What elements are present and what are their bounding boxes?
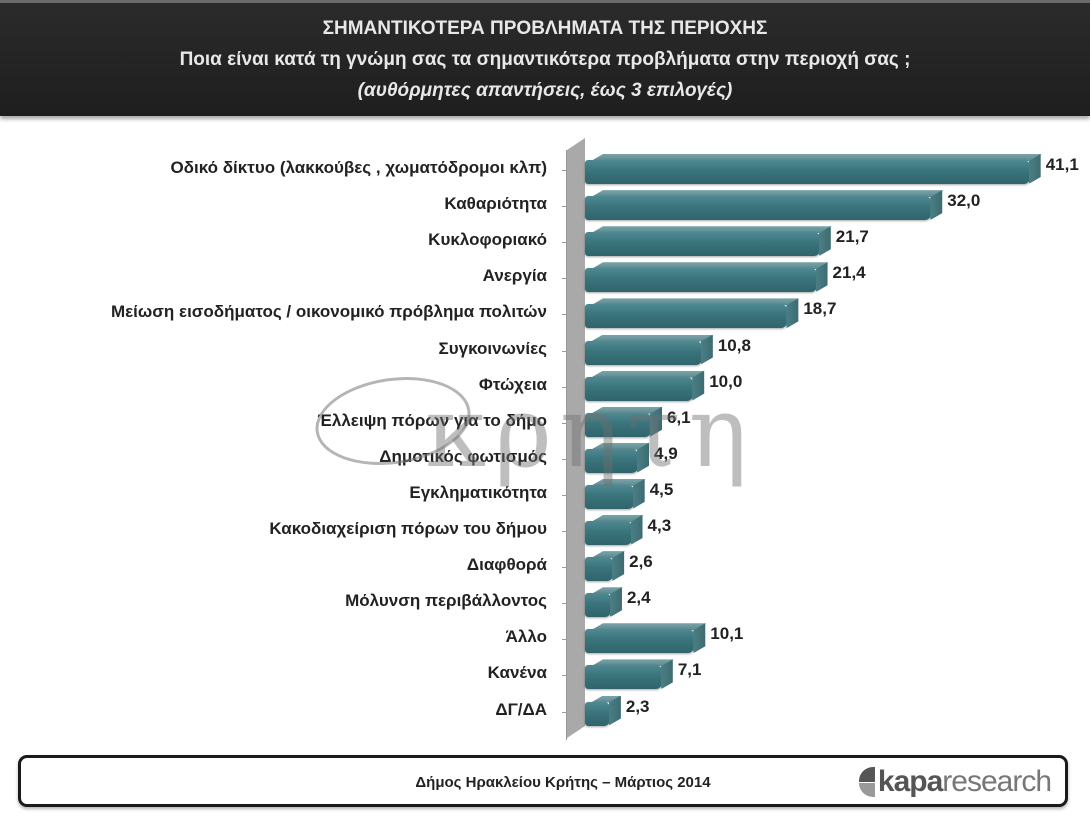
bar-row: Κυκλοφοριακό 21,7 xyxy=(0,224,1090,260)
chart-question: Ποια είναι κατά τη γνώμη σας τα σημαντικ… xyxy=(179,49,911,70)
category-label: Κανένα xyxy=(487,663,547,683)
bar-row: Φτώχεια 10,0 xyxy=(0,369,1090,405)
value-label: 32,0 xyxy=(947,191,981,211)
category-label: Μείωση εισοδήματος / οικονομικό πρόβλημα… xyxy=(110,302,547,322)
axis-tick xyxy=(562,170,567,171)
chart-note: (αυθόρμητες απαντήσεις, έως 3 επιλογές) xyxy=(357,80,733,101)
footer-bar: Δήμος Ηρακλείου Κρήτης – Μάρτιος 2014 ka… xyxy=(18,755,1068,807)
bar-row: Εγκληματικότητα 4,5 xyxy=(0,477,1090,513)
value-label: 41,1 xyxy=(1045,155,1079,174)
category-label: Κυκλοφοριακό xyxy=(428,230,547,250)
axis-tick xyxy=(562,206,567,208)
value-label: 10,1 xyxy=(710,624,744,644)
value-label: 2,4 xyxy=(626,588,651,608)
axis-tick xyxy=(562,278,567,280)
bar-row: ΔΓ/ΔΑ 2,3 xyxy=(0,694,1090,730)
bar xyxy=(585,442,638,473)
kapa-logo-icon xyxy=(858,767,875,797)
value-label: 6,1 xyxy=(667,407,691,427)
logo-bold-text: kapa xyxy=(877,765,943,798)
category-label: Έλλειψη πόρων για το δήμο xyxy=(317,410,547,430)
bar xyxy=(585,623,694,654)
bar xyxy=(585,334,702,365)
axis-tick xyxy=(562,350,567,352)
value-label: 21,7 xyxy=(835,227,869,247)
bar xyxy=(585,370,693,401)
bar-row: Δημοτικός φωτισμός 4,9 xyxy=(0,441,1090,477)
bar xyxy=(585,478,634,509)
bar xyxy=(585,515,632,545)
value-label: 2,6 xyxy=(629,552,653,572)
chart-title: ΣΗΜΑΝΤΙΚΟΤΕΡΑ ΠΡΟΒΛΗΜΑΤΑ ΤΗΣ ΠΕΡΙΟΧΗΣ xyxy=(322,18,768,39)
category-label: ΔΓ/ΔΑ xyxy=(495,699,547,719)
bar-row: Μείωση εισοδήματος / οικονομικό πρόβλημα… xyxy=(0,296,1090,332)
bar-row: Έλλειψη πόρων για το δήμο 6,1 xyxy=(0,405,1090,441)
bar xyxy=(585,695,610,726)
category-label: Καθαριότητα xyxy=(444,194,547,214)
value-label: 10,8 xyxy=(717,335,751,355)
footer-caption: Δήμος Ηρακλείου Κρήτης – Μάρτιος 2014 xyxy=(415,774,711,791)
category-label: Συγκοινωνίες xyxy=(438,338,547,358)
value-label: 7,1 xyxy=(677,660,702,680)
value-label: 10,0 xyxy=(709,371,743,391)
axis-tick xyxy=(562,639,567,641)
category-label: Άλλο xyxy=(505,627,547,647)
axis-tick xyxy=(562,531,567,532)
category-label: Κακοδιαχείριση πόρων του δήμου xyxy=(269,519,547,538)
bar xyxy=(585,659,662,690)
bar-chart: Οδικό δίκτυο (λακκούβες , χωματόδρομοι κ… xyxy=(0,120,1090,750)
axis-tick xyxy=(562,567,567,569)
category-label: Εγκληματικότητα xyxy=(409,482,547,502)
category-label: Διαφθορά xyxy=(466,555,547,575)
axis-tick xyxy=(562,603,567,605)
bar-row: Καθαριότητα 32,0 xyxy=(0,188,1090,224)
value-label: 4,9 xyxy=(654,443,678,463)
value-label: 18,7 xyxy=(803,299,837,319)
bar xyxy=(585,587,611,618)
kapa-research-logo: kapa research xyxy=(858,764,1052,800)
axis-tick xyxy=(562,494,567,496)
bar-row: Κανένα 7,1 xyxy=(0,657,1090,693)
axis-tick xyxy=(562,242,567,244)
value-label: 4,5 xyxy=(649,479,674,499)
axis-tick xyxy=(562,458,567,460)
bar-row: Οδικό δίκτυο (λακκούβες , χωματόδρομοι κ… xyxy=(0,152,1090,188)
bar-row: Διαφθορά 2,6 xyxy=(0,549,1090,585)
axis-wall xyxy=(567,138,585,738)
bar-row: Κακοδιαχείριση πόρων του δήμου 4,3 xyxy=(0,513,1090,549)
bar-row: Ανεργία 21,4 xyxy=(0,260,1090,296)
axis-tick xyxy=(562,386,567,388)
bar-row: Μόλυνση περιβάλλοντος 2,4 xyxy=(0,585,1090,621)
axis-tick xyxy=(562,422,567,424)
bar xyxy=(585,262,817,293)
value-label: 21,4 xyxy=(832,263,866,283)
bar xyxy=(585,298,787,329)
category-label: Ανεργία xyxy=(482,266,547,286)
category-label: Φτώχεια xyxy=(478,374,547,394)
bar-row: Άλλο 10,1 xyxy=(0,621,1090,657)
value-label: 2,3 xyxy=(625,696,650,716)
bar xyxy=(585,226,820,257)
logo-light-text: research xyxy=(942,765,1052,798)
bar-row: Συγκοινωνίες 10,8 xyxy=(0,333,1090,369)
category-label: Δημοτικός φωτισμός xyxy=(379,446,547,466)
axis-tick xyxy=(562,675,567,677)
bar xyxy=(585,154,1030,184)
category-label: Οδικό δίκτυο (λακκούβες , χωματόδρομοι κ… xyxy=(170,158,547,177)
category-label: Μόλυνση περιβάλλοντος xyxy=(345,591,547,611)
axis-tick xyxy=(562,711,567,713)
value-label: 4,3 xyxy=(647,516,672,535)
bar xyxy=(585,406,651,437)
chart-header: ΣΗΜΑΝΤΙΚΟΤΕΡΑ ΠΡΟΒΛΗΜΑΤΑ ΤΗΣ ΠΕΡΙΟΧΗΣ Πο… xyxy=(0,0,1090,116)
axis-tick xyxy=(562,314,567,316)
bar xyxy=(585,190,931,221)
category-axis xyxy=(566,150,567,740)
bar xyxy=(585,551,613,582)
